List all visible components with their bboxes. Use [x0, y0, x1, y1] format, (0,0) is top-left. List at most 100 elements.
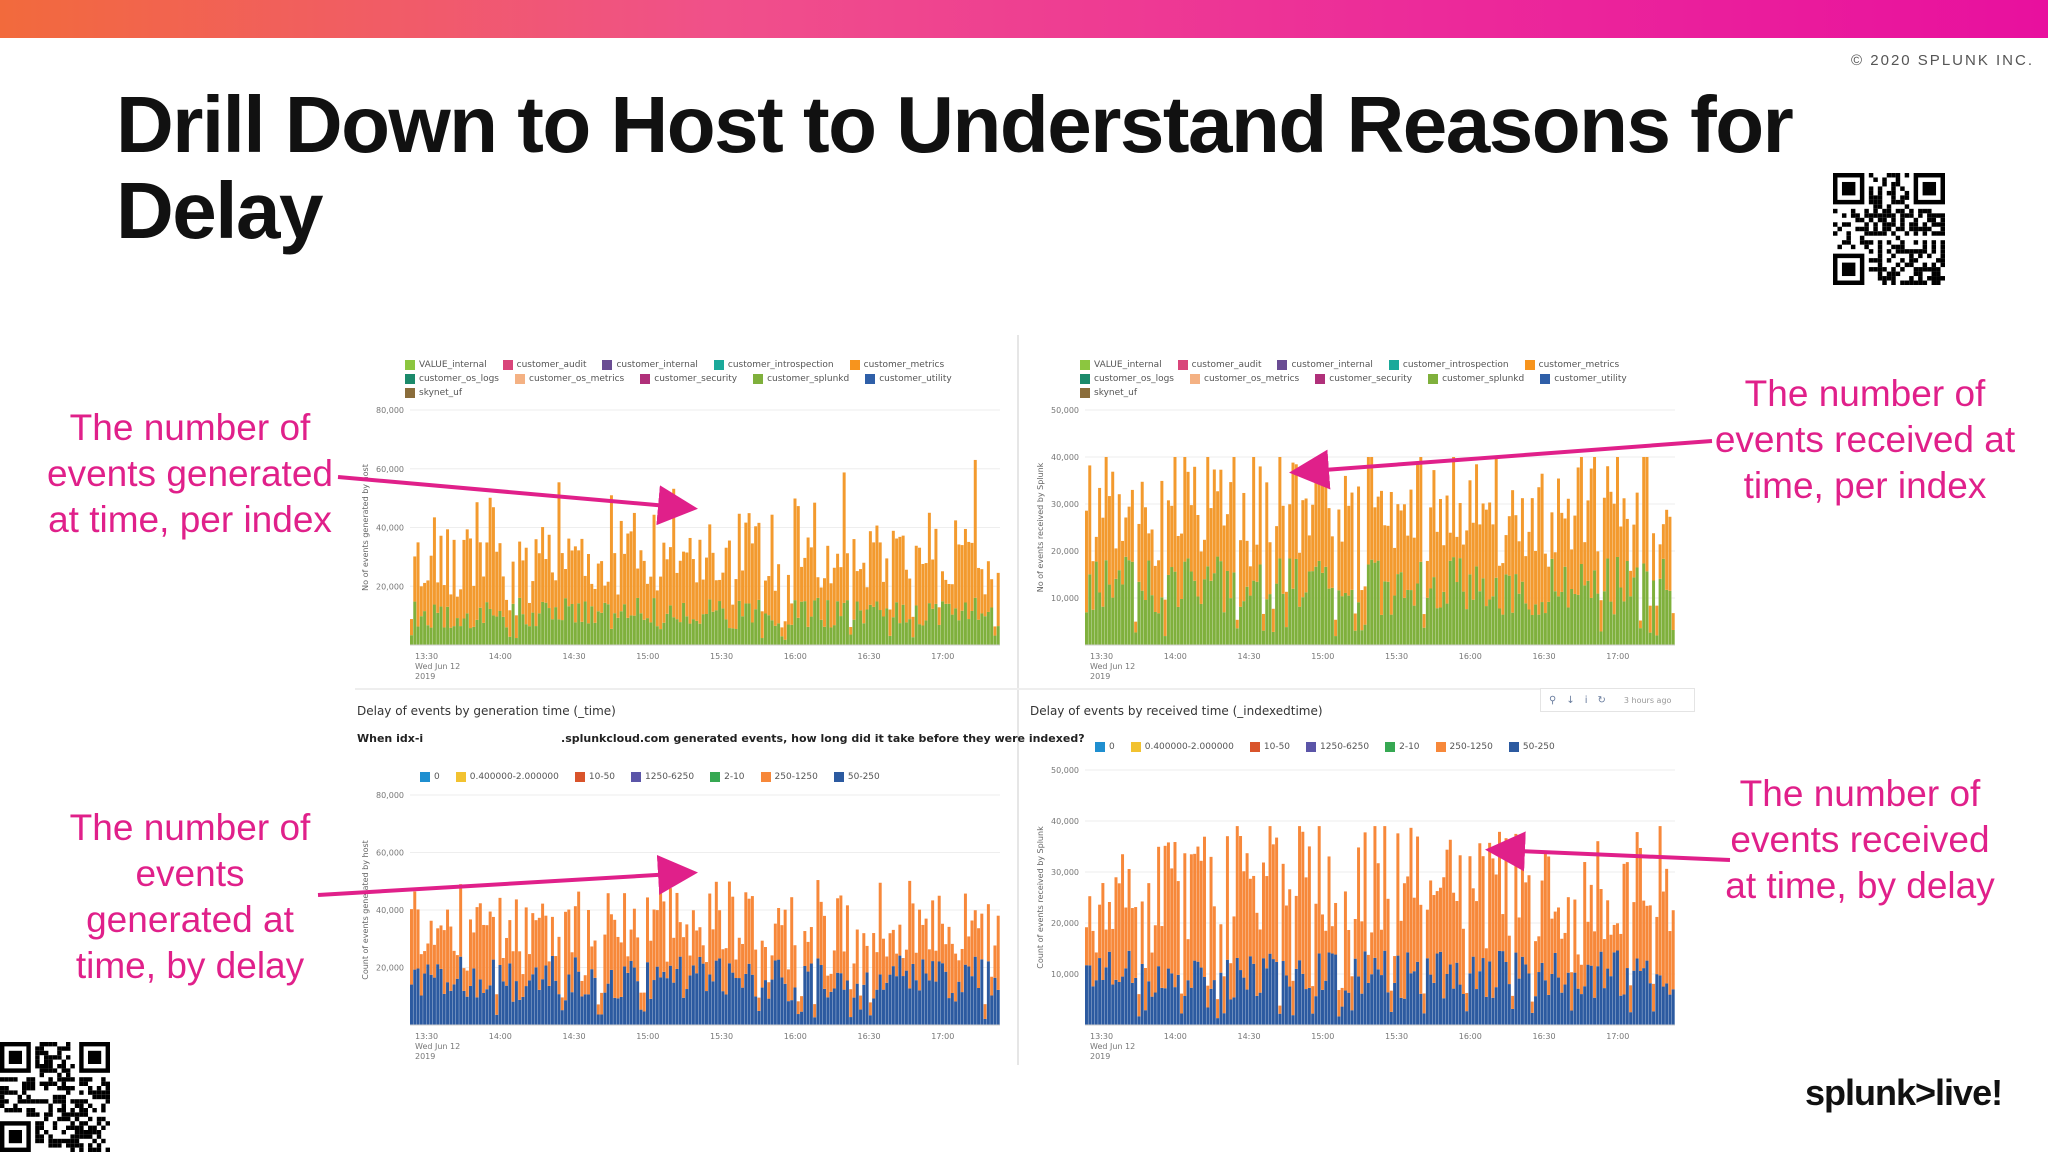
- bar-segment: [1652, 533, 1656, 581]
- bar-segment: [1593, 997, 1597, 1025]
- bar-segment: [957, 981, 961, 1025]
- qr-module: [83, 1134, 88, 1139]
- qr-code-bottom[interactable]: [0, 1042, 110, 1152]
- legend-item[interactable]: customer_internal: [1277, 360, 1373, 370]
- qr-module: [70, 1086, 75, 1091]
- bar-segment: [1393, 595, 1397, 645]
- refresh-icon[interactable]: ↻: [1597, 694, 1606, 706]
- bar-segment: [603, 934, 607, 993]
- bar-segment: [531, 913, 535, 975]
- qr-module: [39, 1121, 44, 1126]
- x-tick-label: 17:00: [931, 652, 954, 661]
- bar-segment: [1534, 996, 1538, 1025]
- legend-item[interactable]: 250-1250: [1435, 742, 1493, 752]
- legend-item[interactable]: customer_splunkd: [753, 374, 849, 384]
- legend-item[interactable]: customer_audit: [502, 360, 586, 370]
- bar-segment: [1593, 570, 1597, 645]
- legend-item[interactable]: customer_internal: [602, 360, 698, 370]
- legend-item[interactable]: skynet_uf: [1080, 388, 1137, 398]
- legend-label: 2-10: [724, 772, 745, 782]
- qr-module: [1940, 222, 1945, 227]
- bar-segment: [1189, 571, 1193, 645]
- download-icon[interactable]: ↓: [1566, 694, 1575, 706]
- qr-module: [96, 1147, 102, 1152]
- search-icon[interactable]: ⚲: [1549, 694, 1557, 706]
- legend-item[interactable]: VALUE_internal: [1080, 360, 1162, 370]
- legend-label: customer_introspection: [727, 360, 834, 370]
- bar-segment: [495, 1014, 499, 1025]
- bar-segment: [1435, 608, 1439, 645]
- qr-module: [1900, 186, 1905, 191]
- bar-segment: [649, 940, 653, 999]
- legend-item[interactable]: 1250-6250: [631, 772, 694, 782]
- legend-item[interactable]: customer_os_metrics: [515, 374, 624, 384]
- legend-item[interactable]: 50-250: [833, 772, 880, 782]
- bar-segment: [1245, 853, 1249, 990]
- bar-segment: [1583, 542, 1587, 586]
- bar-segment: [1380, 614, 1383, 645]
- bar-segment: [1596, 841, 1600, 967]
- legend-item[interactable]: customer_introspection: [1388, 360, 1509, 370]
- bar-segment: [701, 963, 705, 1025]
- legend-item[interactable]: customer_security: [1315, 374, 1412, 384]
- qr-module: [66, 1116, 71, 1122]
- legend-item[interactable]: 2-10: [1385, 742, 1420, 752]
- legend-label: 50-250: [847, 772, 880, 782]
- bar-segment: [1091, 930, 1095, 987]
- qr-module: [61, 1059, 66, 1064]
- legend-item[interactable]: customer_os_metrics: [1190, 374, 1299, 384]
- bar-segment: [1114, 548, 1118, 579]
- legend-item[interactable]: 250-1250: [760, 772, 818, 782]
- legend-item[interactable]: customer_metrics: [849, 360, 944, 370]
- bar-segment: [528, 626, 531, 645]
- bar-segment: [918, 990, 922, 1025]
- legend-item[interactable]: VALUE_internal: [405, 360, 487, 370]
- bar-segment: [1652, 580, 1656, 645]
- legend-item[interactable]: customer_audit: [1177, 360, 1261, 370]
- bar-segment: [482, 924, 486, 993]
- legend-item[interactable]: 0: [420, 772, 440, 782]
- qr-module: [57, 1086, 62, 1091]
- bar-segment: [652, 909, 656, 981]
- x-tick-label: 15:00: [1311, 652, 1334, 661]
- legend-item[interactable]: 10-50: [574, 772, 615, 782]
- legend-item[interactable]: 50-250: [1508, 742, 1555, 752]
- legend-item[interactable]: customer_utility: [865, 374, 952, 384]
- legend-item[interactable]: customer_os_logs: [405, 374, 499, 384]
- bar-segment: [1553, 911, 1557, 953]
- legend-item[interactable]: customer_os_logs: [1080, 374, 1174, 384]
- legend-item[interactable]: 0.400000-2.000000: [1130, 742, 1234, 752]
- qr-module: [79, 1081, 84, 1086]
- qr-module: [1855, 217, 1860, 223]
- bar-segment: [1209, 988, 1213, 1025]
- bar-segment: [688, 975, 692, 1025]
- bar-segment: [1576, 954, 1580, 989]
- info-icon[interactable]: i: [1584, 694, 1588, 706]
- legend-item[interactable]: 0.400000-2.000000: [455, 772, 559, 782]
- bar-segment: [1373, 507, 1377, 563]
- bar-segment: [446, 529, 450, 607]
- legend-item[interactable]: customer_utility: [1540, 374, 1627, 384]
- legend-item[interactable]: 0: [1095, 742, 1115, 752]
- arrow-top-left: [337, 475, 698, 526]
- bar-segment: [813, 1017, 817, 1025]
- legend-item[interactable]: 1250-6250: [1306, 742, 1369, 752]
- qr-module: [57, 1094, 62, 1100]
- legend-item[interactable]: 10-50: [1249, 742, 1290, 752]
- bar-segment: [1088, 896, 1092, 966]
- legend-item[interactable]: customer_metrics: [1524, 360, 1619, 370]
- bar-segment: [560, 620, 564, 645]
- legend-item[interactable]: customer_splunkd: [1428, 374, 1524, 384]
- legend-item[interactable]: 2-10: [710, 772, 745, 782]
- qr-module: [83, 1112, 88, 1117]
- legend-item[interactable]: customer_security: [640, 374, 737, 384]
- legend-item[interactable]: skynet_uf: [405, 388, 462, 398]
- bar-segment: [1157, 966, 1161, 1025]
- legend-item[interactable]: customer_introspection: [713, 360, 834, 370]
- qr-code-top[interactable]: [1833, 173, 1945, 285]
- qr-module: [57, 1116, 62, 1122]
